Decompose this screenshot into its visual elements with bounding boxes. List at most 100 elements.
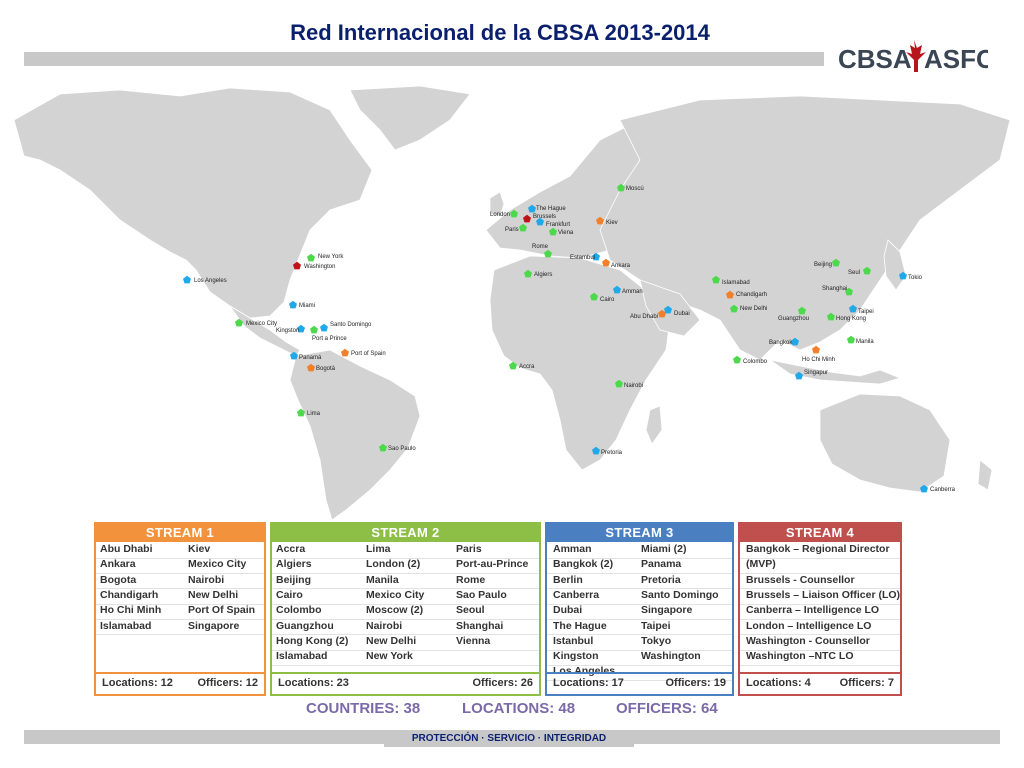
- marker-tokio[interactable]: [899, 271, 907, 280]
- marker-colombo[interactable]: [733, 355, 741, 364]
- marker-dubai[interactable]: [664, 305, 672, 314]
- marker-accra[interactable]: [509, 361, 517, 370]
- stream-1-cell: Ho Chi Minh: [100, 604, 162, 617]
- stream-2-cell: Sao Paulo: [456, 588, 507, 601]
- stream-4-footer: Locations: 4 Officers: 7: [740, 672, 900, 694]
- stream-1-cell: Nairobi: [188, 573, 225, 586]
- marker-chandigarh[interactable]: [726, 290, 734, 299]
- marker-islamabad[interactable]: [712, 275, 720, 284]
- marker-label-mosc-: Moscú: [626, 186, 644, 192]
- stream-4-table: STREAM 4 Bangkok – Regional Director (MVP)…: [738, 522, 902, 696]
- marker-label-beijing: Beijing: [814, 262, 832, 268]
- marker-label-washington: Washington: [304, 264, 335, 270]
- marker-the-hague[interactable]: [528, 204, 536, 213]
- marker-viena[interactable]: [549, 227, 557, 236]
- marker-label-los-angeles: Los Angeles: [194, 278, 227, 284]
- stream-4-cell: London – Intelligence LO: [746, 619, 872, 632]
- stream-1-cell: Port Of Spain: [188, 604, 256, 617]
- marker-mosc-[interactable]: [617, 183, 625, 192]
- stream-2-cell: Beijing: [276, 573, 312, 586]
- marker-kingston[interactable]: [297, 324, 305, 333]
- stream-2-header: STREAM 2: [272, 524, 539, 542]
- marker-label-guangzhou: Guangzhou: [778, 316, 809, 322]
- north-america: [13, 87, 373, 319]
- marker-brussels[interactable]: [523, 214, 531, 223]
- marker-london[interactable]: [510, 209, 518, 218]
- stream-3-cell: Los Angeles: [553, 665, 616, 678]
- marker-manila[interactable]: [847, 335, 855, 344]
- marker-label-ho-chi-minh: Ho Chi Minh: [802, 357, 835, 363]
- marker-guangzhou[interactable]: [798, 306, 806, 315]
- stream-3-cell: Kingston: [553, 650, 599, 663]
- marker-santo-domingo[interactable]: [320, 323, 328, 332]
- stream-4-cell: Brussels – Liaison Officer (LO): [746, 588, 901, 601]
- marker-frankfurt[interactable]: [536, 217, 544, 226]
- marker-mexico-city[interactable]: [235, 318, 243, 327]
- stream-2-cell: Moscow (2): [366, 604, 424, 617]
- stream-2-cell: Mexico City: [366, 588, 425, 601]
- stream-2-cell: Nairobi: [366, 619, 403, 632]
- marker-washington[interactable]: [293, 261, 301, 270]
- south-america: [289, 349, 421, 520]
- marker-sao-paulo[interactable]: [379, 443, 387, 452]
- stream-2-cell: Paris: [456, 543, 482, 555]
- marker-new-york[interactable]: [307, 253, 315, 262]
- stream-3-cell: Singapore: [641, 604, 693, 617]
- marker-shanghai[interactable]: [845, 287, 853, 296]
- marker-label-port-of-spain: Port of Spain: [351, 351, 386, 357]
- marker-bogot-[interactable]: [307, 363, 315, 372]
- maple-leaf-icon: [906, 40, 926, 72]
- marker-port-of-spain[interactable]: [341, 348, 349, 357]
- marker-label-hong-kong: Hong Kong: [836, 316, 866, 322]
- marker-label-nairobi: Nairobi: [624, 383, 643, 389]
- marker-nairobi[interactable]: [615, 379, 623, 388]
- marker-label-islamabad: Islamabad: [722, 280, 750, 286]
- stream-1-officers: Officers: 12: [197, 677, 258, 689]
- stream-3-header: STREAM 3: [547, 524, 732, 542]
- marker-cairo[interactable]: [590, 292, 598, 301]
- stream-1-cell: Kiev: [188, 543, 211, 555]
- marker-label-shanghai: Shanghai: [822, 286, 847, 292]
- marker-ho-chi-minh[interactable]: [812, 345, 820, 354]
- stream-2-cell: Hong Kong (2): [276, 634, 349, 647]
- marker-label-london: London: [490, 212, 510, 218]
- marker-port-a-prince[interactable]: [310, 325, 318, 334]
- stream-2-cell: Manila: [366, 573, 399, 586]
- marker-seul[interactable]: [863, 266, 871, 275]
- marker-label-bogot-: Bogotá: [316, 366, 336, 372]
- marker-miami[interactable]: [289, 300, 297, 309]
- stream-3-cell: Istanbul: [553, 634, 594, 647]
- marker-algiers[interactable]: [524, 269, 532, 278]
- marker-abu-dhabi[interactable]: [658, 309, 666, 318]
- marker-hong-kong[interactable]: [827, 312, 835, 321]
- marker-label-cairo: Cairo: [600, 297, 615, 303]
- marker-pretoria[interactable]: [592, 446, 600, 455]
- marker-beijing[interactable]: [832, 258, 840, 267]
- marker-label-kiev: Kiev: [606, 220, 618, 226]
- marker-amman[interactable]: [613, 285, 621, 294]
- stream-3-cell: Tokyo: [641, 634, 672, 647]
- stream-2-cell: Accra: [276, 543, 306, 555]
- marker-canberra[interactable]: [920, 484, 928, 493]
- marker-estambul[interactable]: [592, 252, 600, 261]
- marker-ankara[interactable]: [602, 258, 610, 267]
- stream-4-locations: Locations: 4: [746, 677, 811, 689]
- marker-new-delhi[interactable]: [730, 304, 738, 313]
- marker-label-frankfurt: Frankfurt: [546, 222, 570, 228]
- stream-1-cell: Abu Dhabi: [100, 543, 153, 555]
- marker-label-miami: Miami: [299, 303, 315, 309]
- marker-los-angeles[interactable]: [183, 275, 191, 284]
- marker-rome[interactable]: [544, 249, 552, 258]
- marker-label-new-york: New York: [318, 254, 344, 260]
- stream-4-cell: Brussels - Counsellor: [746, 573, 855, 586]
- marker-paris[interactable]: [519, 223, 527, 232]
- marker-panam-[interactable]: [290, 351, 298, 360]
- stream-3-cell: Washington: [641, 650, 701, 663]
- marker-bangkok[interactable]: [791, 337, 799, 346]
- marker-taipei[interactable]: [849, 304, 857, 313]
- marker-lima[interactable]: [297, 408, 305, 417]
- marker-kiev[interactable]: [596, 216, 604, 225]
- stream-3-footer: Locations: 17 Officers: 19: [547, 672, 732, 694]
- total-countries: COUNTRIES: 38: [306, 700, 421, 717]
- marker-singapur[interactable]: [795, 371, 803, 380]
